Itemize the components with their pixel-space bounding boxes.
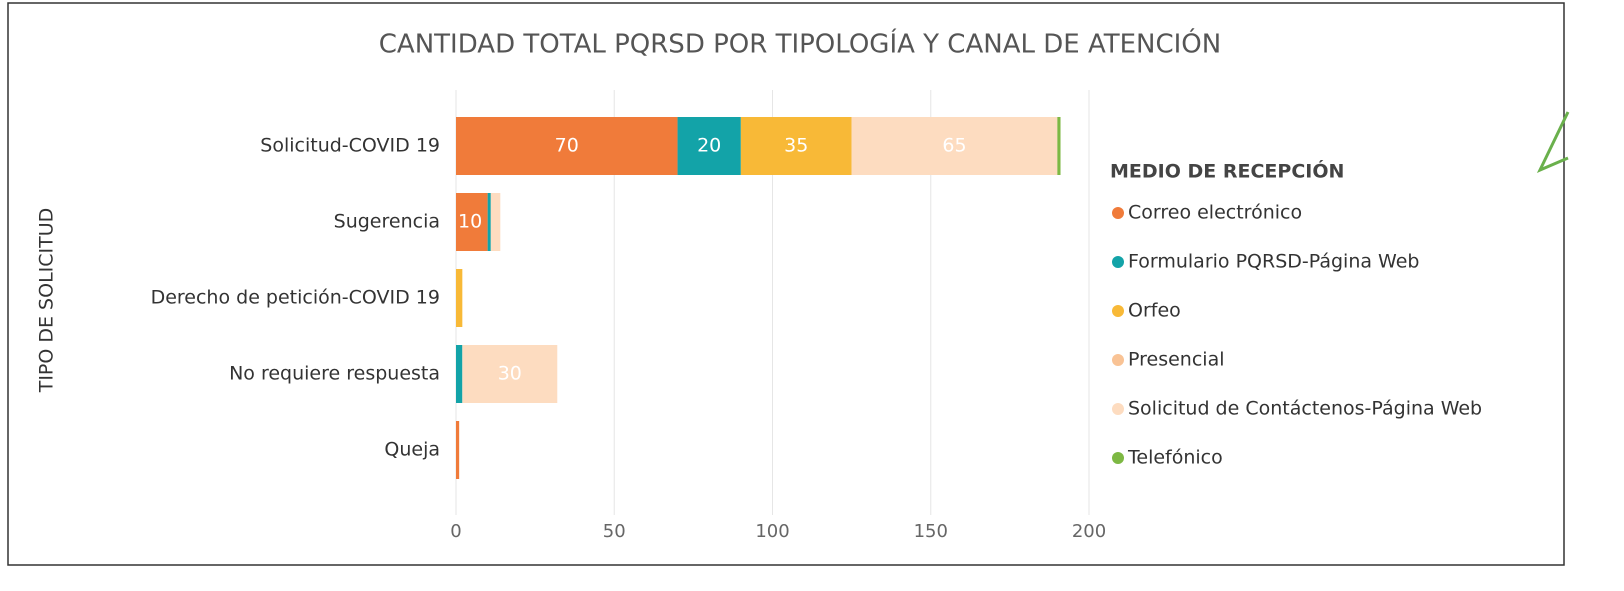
y-tick-label: Derecho de petición-COVID 19 bbox=[151, 287, 440, 309]
bar-segment bbox=[490, 193, 501, 251]
bar-segment bbox=[456, 421, 460, 479]
bar-segment bbox=[487, 193, 491, 251]
decoration bbox=[1536, 111, 1570, 173]
legend-label: Presencial bbox=[1128, 349, 1224, 371]
legend-label: Correo electrónico bbox=[1128, 202, 1302, 224]
bar-segment bbox=[462, 345, 558, 403]
x-tick-label: 50 bbox=[603, 521, 626, 542]
x-tick-label: 200 bbox=[1072, 521, 1106, 542]
legend-label: Formulario PQRSD-Página Web bbox=[1128, 251, 1419, 273]
frame bbox=[7, 2, 1565, 566]
x-tick-label: 150 bbox=[914, 521, 948, 542]
data-label: 30 bbox=[498, 363, 522, 385]
legend-label: Telefónico bbox=[1127, 447, 1223, 469]
bar-segment bbox=[740, 117, 852, 175]
data-label: 20 bbox=[697, 135, 721, 157]
x-tick-label: 0 bbox=[450, 521, 461, 542]
bar-segment bbox=[851, 117, 1058, 175]
chart-title: CANTIDAD TOTAL PQRSD POR TIPOLOGÍA Y CAN… bbox=[379, 28, 1221, 60]
bar-segment bbox=[456, 269, 463, 327]
legend-marker bbox=[1112, 207, 1124, 219]
legend-label: Solicitud de Contáctenos-Página Web bbox=[1128, 398, 1482, 420]
bar-segment bbox=[456, 117, 678, 175]
bar-segment bbox=[677, 117, 741, 175]
legend-marker bbox=[1112, 305, 1124, 317]
bar-segment bbox=[456, 193, 488, 251]
legend-marker bbox=[1112, 403, 1124, 415]
y-axis-title: TIPO DE SOLICITUD bbox=[36, 208, 58, 394]
legend-label: Orfeo bbox=[1128, 300, 1181, 322]
y-tick-label: Sugerencia bbox=[334, 211, 440, 233]
data-label: 10 bbox=[458, 211, 482, 233]
data-label: 35 bbox=[784, 135, 808, 157]
legend-title: MEDIO DE RECEPCIÓN bbox=[1110, 159, 1344, 183]
data-label: 70 bbox=[555, 135, 579, 157]
y-tick-label: No requiere respuesta bbox=[229, 363, 440, 385]
legend-marker bbox=[1112, 256, 1124, 268]
y-tick-label: Solicitud-COVID 19 bbox=[260, 135, 440, 157]
x-tick-label: 100 bbox=[755, 521, 789, 542]
legend-marker bbox=[1112, 354, 1124, 366]
y-tick-label: Queja bbox=[384, 439, 440, 461]
bar-segment bbox=[1057, 117, 1061, 175]
data-label: 65 bbox=[942, 135, 966, 157]
bar-segment bbox=[456, 345, 463, 403]
legend-marker bbox=[1112, 452, 1124, 464]
